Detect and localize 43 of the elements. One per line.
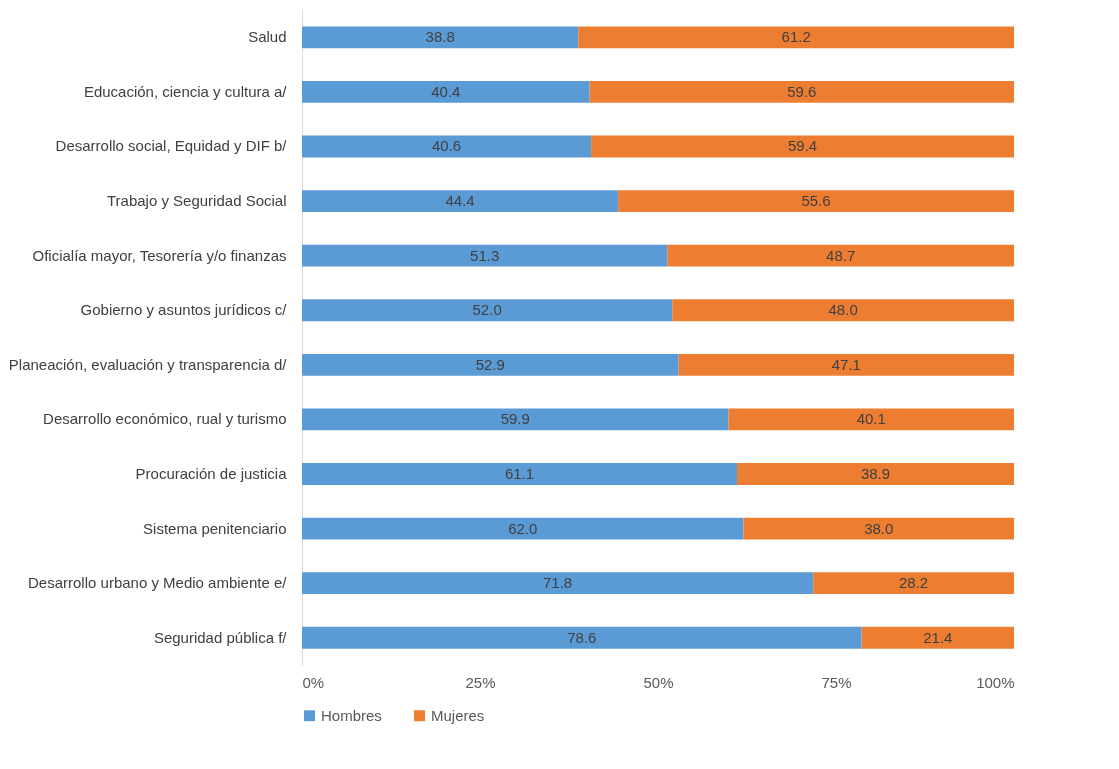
x-tick-label: 75% xyxy=(821,673,852,691)
data-label: 55.6 xyxy=(801,192,831,210)
y-tick-label: Procuración de justicia xyxy=(135,464,288,482)
data-label: 40.1 xyxy=(856,410,886,428)
data-label: 52.9 xyxy=(475,355,505,373)
data-label: 38.9 xyxy=(860,464,891,482)
data-label: 38.8 xyxy=(425,28,455,46)
data-label: 40.4 xyxy=(431,82,461,100)
data-label: 47.1 xyxy=(831,355,861,373)
y-tick-label: Planeación, evaluación y transparencia d/ xyxy=(8,355,288,373)
data-label: 51.3 xyxy=(470,246,500,264)
data-label: 44.4 xyxy=(445,192,475,210)
y-tick-label: Seguridad pública f/ xyxy=(153,628,288,646)
legend-label: Hombres xyxy=(321,706,382,724)
data-label: 59.9 xyxy=(500,410,530,428)
data-label: 78.6 xyxy=(567,628,597,646)
data-label: 48.0 xyxy=(828,301,858,319)
y-tick-label: Oficialía mayor, Tesorería y/o finanzas xyxy=(32,246,287,264)
y-tick-label: Desarrollo social, Equidad y DIF b/ xyxy=(55,137,288,155)
y-tick-label: Trabajo y Seguridad Social xyxy=(106,192,287,210)
data-label: 59.6 xyxy=(787,82,817,100)
y-tick-label: Desarrollo urbano y Medio ambiente e/ xyxy=(28,574,288,592)
legend-label: Mujeres xyxy=(431,706,485,724)
data-label: 52.0 xyxy=(472,301,502,319)
y-tick-label: Desarrollo económico, rual y turismo xyxy=(43,410,287,428)
y-tick-label: Salud xyxy=(248,28,287,46)
x-tick-label: 100% xyxy=(976,673,1015,691)
data-label: 38.0 xyxy=(864,519,894,537)
data-label: 40.6 xyxy=(431,137,462,155)
data-label: 62.0 xyxy=(508,519,538,537)
y-tick-label: Gobierno y asuntos jurídicos c/ xyxy=(80,301,288,319)
data-label: 61.2 xyxy=(781,28,811,46)
x-tick-label: 50% xyxy=(643,673,674,691)
data-label: 59.4 xyxy=(787,137,818,155)
data-label: 71.8 xyxy=(543,574,573,592)
y-tick-label: Sistema penitenciario xyxy=(143,519,287,537)
y-tick-label: Educación, ciencia y cultura a/ xyxy=(83,82,288,100)
x-tick-label: 25% xyxy=(465,673,496,691)
data-label: 61.1 xyxy=(504,464,535,482)
data-label: 28.2 xyxy=(899,574,929,592)
data-label: 21.4 xyxy=(923,628,953,646)
data-label: 48.7 xyxy=(826,246,856,264)
x-tick-label: 0% xyxy=(302,673,325,691)
